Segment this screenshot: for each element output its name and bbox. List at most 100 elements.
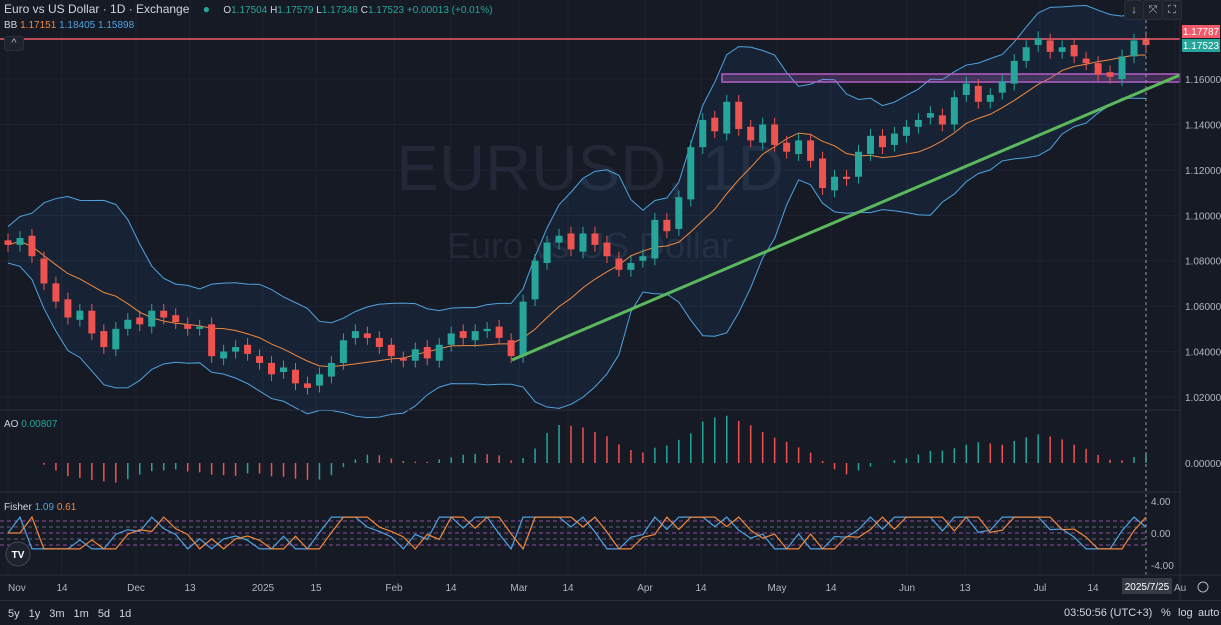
- bb-fill: [8, 5, 1146, 418]
- chart-canvas[interactable]: EURUSD, 1D Euro vs US Dollar 1.02000 1.04…: [0, 0, 1221, 600]
- time-tick: Feb: [385, 583, 403, 594]
- scroll-down-button[interactable]: ↓: [1124, 0, 1144, 20]
- candle: [375, 337, 383, 348]
- legend-fisher[interactable]: Fisher 1.09 0.61: [4, 502, 76, 513]
- time-tick: 13: [959, 583, 971, 594]
- candle: [998, 81, 1006, 93]
- candle: [64, 299, 72, 318]
- time-tick: May: [768, 583, 787, 594]
- candle: [878, 135, 886, 148]
- watermark-name: Euro vs US Dollar: [447, 225, 733, 266]
- candle: [783, 142, 791, 152]
- candle: [1142, 38, 1150, 45]
- candle: [40, 258, 48, 284]
- bb-basis: 1.17151: [20, 20, 57, 31]
- candle: [902, 126, 910, 136]
- price-tick: 1.06000: [1185, 302, 1221, 313]
- high-value: 1.17579: [277, 5, 314, 16]
- candle: [184, 324, 192, 329]
- legend-main: Euro vs US Dollar · 1D · Exchange ● O1.1…: [4, 2, 493, 16]
- ao-value: 0.00807: [21, 419, 58, 430]
- candle: [555, 235, 563, 243]
- candle: [759, 124, 767, 143]
- candle: [974, 85, 982, 102]
- candle: [962, 83, 970, 95]
- candle: [855, 151, 863, 177]
- percent-toggle[interactable]: %: [1161, 607, 1171, 619]
- time-tick: 14: [695, 583, 707, 594]
- cursor-date-bg: [1122, 578, 1172, 594]
- settings-icon[interactable]: [1197, 581, 1209, 593]
- time-tick: Mar: [510, 583, 528, 594]
- candle: [531, 260, 539, 300]
- price-tick: 1.02000: [1185, 393, 1221, 404]
- candle: [220, 351, 228, 359]
- candle: [315, 374, 323, 386]
- time-tick: Jul: [1034, 583, 1047, 594]
- legend-bb[interactable]: BB 1.17151 1.18405 1.15898: [4, 20, 134, 31]
- range-1m[interactable]: 1m: [73, 608, 89, 620]
- range-3m[interactable]: 3m: [49, 608, 65, 620]
- low-label: L: [316, 5, 322, 16]
- time-tick: 2025: [252, 583, 275, 594]
- log-toggle[interactable]: log: [1178, 607, 1193, 619]
- ao-label: AO: [4, 419, 19, 430]
- bb-lower-line: [7, 97, 1147, 419]
- time-axis: Nov 14 Dec 13 2025 15 Feb 14 Mar 14 Apr 14 May 14 Jun 1…: [8, 583, 1186, 594]
- candle: [1022, 47, 1030, 61]
- price-tick: 1.12000: [1185, 166, 1221, 177]
- tradingview-logo-text: TV: [12, 550, 25, 561]
- range-1y[interactable]: 1y: [28, 608, 41, 620]
- candle: [280, 367, 288, 373]
- candle: [567, 233, 575, 250]
- candle: [519, 301, 527, 357]
- time-tick: 15: [310, 583, 322, 594]
- candle: [28, 235, 36, 257]
- candle: [172, 315, 180, 323]
- candle: [1130, 40, 1138, 57]
- time-tick: Nov: [8, 583, 26, 594]
- candle: [196, 326, 204, 329]
- trendline[interactable]: [511, 73, 1181, 362]
- candle: [1106, 72, 1114, 77]
- collapse-legend-button[interactable]: ^: [4, 36, 24, 51]
- cursor-date: 2025/7/25: [1125, 582, 1170, 593]
- candle: [603, 242, 611, 257]
- symbol-title[interactable]: Euro vs US Dollar · 1D · Exchange: [4, 2, 190, 16]
- market-status-icon: ●: [202, 2, 210, 16]
- range-5y[interactable]: 5y: [8, 608, 20, 620]
- candle: [1046, 40, 1054, 52]
- candle: [950, 97, 958, 125]
- bollinger-bands: [7, 4, 1147, 419]
- bottom-toolbar: 5y 1y 3m 1m 5d 1d 03:50:56 (UTC+3) % log auto: [0, 600, 1221, 625]
- candle: [914, 119, 922, 127]
- candle: [232, 347, 240, 352]
- time-tick: Jun: [899, 583, 915, 594]
- collapse-pane-button[interactable]: ⤧: [1143, 0, 1163, 20]
- fisher-trigger-line: [8, 515, 1147, 551]
- change-value: +0.00013 (+0.01%): [406, 5, 493, 16]
- bb-upper-line: [7, 4, 1147, 324]
- legend-ao[interactable]: AO 0.00807: [4, 419, 57, 430]
- auto-toggle[interactable]: auto: [1198, 607, 1220, 619]
- resistance-price-label-bg: [1182, 25, 1220, 38]
- bb-basis-line: [7, 54, 1147, 368]
- clock[interactable]: 03:50:56 (UTC+3): [1064, 607, 1153, 619]
- candle: [268, 362, 276, 375]
- range-1d[interactable]: 1d: [119, 608, 132, 620]
- candle: [423, 347, 431, 359]
- candle: [387, 344, 395, 357]
- candle: [615, 258, 623, 270]
- candle: [723, 101, 731, 134]
- candle: [483, 328, 491, 332]
- time-tick: 14: [562, 583, 574, 594]
- range-5d[interactable]: 5d: [97, 608, 111, 620]
- candle: [986, 94, 994, 102]
- candle: [687, 147, 695, 200]
- candle: [711, 117, 719, 132]
- candle: [411, 349, 419, 361]
- candle: [136, 317, 144, 325]
- candle: [1082, 58, 1090, 64]
- candle: [471, 331, 479, 341]
- fullscreen-button[interactable]: ⛶: [1162, 0, 1182, 20]
